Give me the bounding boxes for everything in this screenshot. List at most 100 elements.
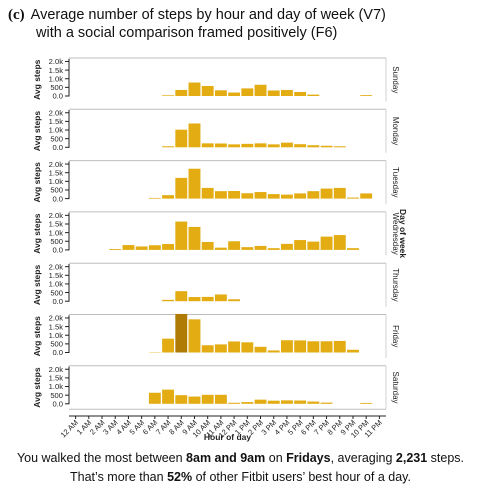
bar bbox=[320, 402, 333, 404]
y-tick-label: 2.0k bbox=[49, 57, 64, 66]
bar bbox=[214, 143, 227, 148]
bar bbox=[214, 394, 227, 404]
bar bbox=[162, 389, 175, 404]
bar bbox=[109, 249, 122, 250]
bar bbox=[201, 187, 214, 199]
y-tick-label: 2.0k bbox=[49, 108, 64, 117]
y-tick-label: 2.0k bbox=[49, 211, 64, 220]
y-tick-label: 2.0k bbox=[49, 365, 64, 374]
y-tick-label: 1.5k bbox=[49, 271, 64, 280]
bar bbox=[175, 313, 188, 353]
bar bbox=[333, 146, 346, 148]
bar bbox=[267, 350, 280, 353]
summary-caption-line-2: That’s more than 52% of other Fitbit use… bbox=[70, 470, 411, 484]
bar bbox=[214, 247, 227, 250]
bar bbox=[201, 241, 214, 250]
bar bbox=[294, 92, 307, 96]
bar bbox=[280, 243, 293, 250]
bar bbox=[333, 187, 346, 199]
bar bbox=[162, 244, 175, 250]
bar bbox=[188, 319, 201, 353]
facet-label: Monday bbox=[391, 117, 400, 145]
y-tick-label: 1.5k bbox=[49, 374, 64, 383]
bar bbox=[188, 297, 201, 302]
facet-axis-title: Day of week bbox=[398, 209, 408, 258]
bar bbox=[347, 248, 359, 250]
facet-label: Wednesday bbox=[391, 213, 400, 255]
y-tick-label: 1.0k bbox=[49, 74, 64, 83]
y-axis-title: Avg steps bbox=[32, 162, 42, 203]
y-tick-label: 500 bbox=[50, 83, 63, 92]
peak-steps: 2,231 bbox=[395, 451, 428, 465]
y-axis-title: Avg steps bbox=[32, 316, 42, 357]
bar bbox=[241, 143, 254, 148]
y-tick-label: 500 bbox=[50, 391, 63, 400]
bar bbox=[254, 143, 267, 148]
bar bbox=[267, 144, 280, 148]
bar bbox=[280, 340, 293, 353]
bar bbox=[280, 400, 293, 404]
y-tick-label: 2.0k bbox=[49, 262, 64, 271]
chart-title: Average number of steps by hour and day … bbox=[30, 7, 386, 23]
bar bbox=[267, 400, 280, 404]
y-tick-label: 1.0k bbox=[49, 126, 64, 135]
bar bbox=[201, 345, 214, 353]
bar bbox=[241, 342, 254, 353]
y-tick-label: 1.0k bbox=[49, 280, 64, 289]
peak-day: Fridays bbox=[286, 451, 331, 465]
y-tick-label: 2.0k bbox=[49, 314, 64, 323]
bar bbox=[320, 341, 333, 353]
y-tick-label: 500 bbox=[50, 288, 63, 297]
bar bbox=[333, 340, 346, 353]
y-tick-label: 500 bbox=[50, 340, 63, 349]
bar bbox=[228, 341, 241, 353]
bar bbox=[228, 92, 241, 96]
bar bbox=[280, 194, 293, 199]
bar bbox=[307, 401, 320, 404]
y-tick-label: 0.0 bbox=[52, 92, 63, 101]
y-tick-label: 1.5k bbox=[49, 322, 64, 331]
bar bbox=[333, 235, 346, 250]
facet-label: Sunday bbox=[391, 66, 400, 93]
bar bbox=[228, 402, 241, 404]
bar bbox=[201, 394, 214, 404]
bar bbox=[360, 95, 373, 96]
bar bbox=[254, 192, 267, 199]
bar bbox=[360, 193, 373, 199]
comparison-percent: 52% bbox=[167, 470, 193, 484]
bar bbox=[214, 344, 227, 353]
bar bbox=[228, 299, 241, 302]
y-tick-label: 0.0 bbox=[52, 143, 63, 152]
bar bbox=[307, 241, 320, 250]
bar bbox=[162, 146, 175, 148]
bar bbox=[214, 191, 227, 199]
y-tick-label: 500 bbox=[50, 134, 63, 143]
y-tick-label: 1.5k bbox=[49, 66, 64, 75]
bar bbox=[320, 145, 333, 148]
y-tick-label: 1.5k bbox=[49, 168, 64, 177]
y-axis-title: Avg steps bbox=[32, 367, 42, 408]
y-tick-label: 1.0k bbox=[49, 177, 64, 186]
y-tick-label: 1.5k bbox=[49, 117, 64, 126]
y-axis-title: Avg steps bbox=[32, 59, 42, 100]
bar bbox=[267, 90, 280, 96]
bar bbox=[201, 296, 214, 302]
y-tick-label: 0.0 bbox=[52, 297, 63, 306]
chart-title-block: (c) Average number of steps by hour and d… bbox=[8, 6, 478, 42]
y-tick-label: 500 bbox=[50, 186, 63, 195]
bar bbox=[175, 395, 188, 404]
y-tick-label: 1.5k bbox=[49, 220, 64, 229]
bar bbox=[254, 245, 267, 250]
bar bbox=[228, 241, 241, 250]
bar bbox=[175, 291, 188, 302]
y-tick-label: 0.0 bbox=[52, 246, 63, 255]
y-axis-title: Avg steps bbox=[32, 213, 42, 254]
facet-label: Thursday bbox=[391, 268, 400, 301]
bar bbox=[175, 177, 188, 199]
bar bbox=[294, 340, 307, 353]
bar bbox=[254, 84, 267, 96]
